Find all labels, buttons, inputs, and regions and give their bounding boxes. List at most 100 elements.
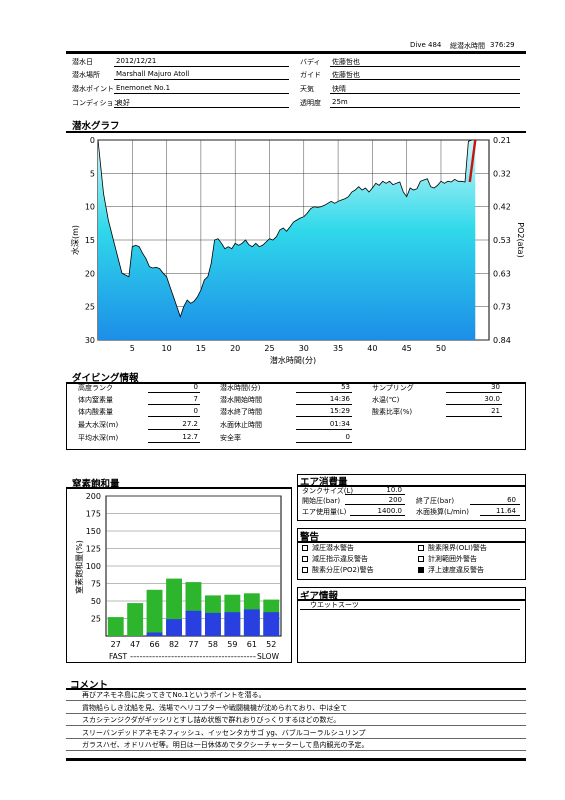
nitrogen-box xyxy=(66,487,292,663)
nitrogen-bar-secondary xyxy=(243,609,260,636)
air-rule xyxy=(297,485,526,487)
info-label: ガイド xyxy=(300,71,321,79)
start-pressure-label: 開始圧(bar) xyxy=(302,497,341,505)
diving-info-label: 潜水時間(分) xyxy=(220,384,261,392)
ascent-warning-line xyxy=(468,139,477,183)
info-underline xyxy=(330,107,520,108)
diving-info-underline xyxy=(296,392,352,393)
warning-item: 計測範囲外警告 xyxy=(418,554,477,564)
warnings-title: 警告 xyxy=(300,532,320,543)
info-value: 2012/12/21 xyxy=(116,57,157,65)
nitrogen-category: 27 xyxy=(111,640,121,649)
fast-label: FAST xyxy=(109,652,128,661)
diving-info-box xyxy=(66,382,526,450)
info-label: バディ xyxy=(300,58,321,66)
diving-info-label: 潜水終了時間 xyxy=(220,408,262,416)
total-time: 376:29 xyxy=(490,41,515,49)
warning-item: 減圧指示違反警告 xyxy=(302,554,368,564)
comment-line: 貨物船らしき沈船を見、浅場でヘリコプターや戦闘機機が沈められており、中は全て xyxy=(82,703,348,712)
slow-label: SLOW xyxy=(257,652,280,661)
tank-label: タンクサイズ(L) xyxy=(302,487,354,495)
diving-info-value: 12.7 xyxy=(182,433,198,441)
diving-info-label: サンプリング xyxy=(372,384,414,392)
comment-line: ガラスハゼ、オドリハゼ等。明日は一日休体めでタクシーチャーターして島内観光の予定… xyxy=(82,741,369,749)
diving-info-value: 21 xyxy=(491,407,500,415)
info-value: 快晴 xyxy=(332,85,346,93)
diving-info-value: 14:36 xyxy=(329,395,350,403)
y2-axis-label: PO2(ata) xyxy=(516,222,525,257)
x-tick-label: 40 xyxy=(367,344,377,353)
diving-info-label: 潜水開始時間 xyxy=(220,396,262,404)
diving-info-value: 27.2 xyxy=(182,420,198,428)
bottom-rule xyxy=(66,758,526,761)
x-tick-label: 35 xyxy=(333,344,343,353)
gear-rule xyxy=(297,599,526,601)
air-used-underline xyxy=(350,515,405,516)
diving-info-label: 体内窒素量 xyxy=(78,396,113,404)
comment-underline xyxy=(66,750,526,751)
air-title: エア消費量 xyxy=(300,477,348,488)
diving-info-label: 水面休止時間 xyxy=(220,421,262,429)
info-label: コンディション xyxy=(72,99,121,107)
gear-box xyxy=(297,587,526,663)
nitrogen-bar-secondary xyxy=(166,619,182,636)
diving-info-value: 0 xyxy=(193,407,198,415)
warning-checkbox xyxy=(302,567,308,573)
diving-info-value: 7 xyxy=(193,395,198,403)
nitrogen-category: 82 xyxy=(169,640,179,649)
diving-info-underline xyxy=(148,416,200,417)
graph-rule xyxy=(66,131,526,133)
nitrogen-category: 52 xyxy=(266,640,276,649)
x-tick-label: 45 xyxy=(402,344,412,353)
comment-underline xyxy=(66,712,526,714)
info-underline xyxy=(114,79,289,80)
diving-info-underline xyxy=(296,429,352,430)
nitrogen-y-label: 窒素飽和量(%) xyxy=(74,540,84,594)
info-label: 潜水日 xyxy=(72,58,93,66)
diving-info-underline xyxy=(148,429,200,430)
gear-title: ギア情報 xyxy=(300,591,339,602)
diving-info-value: 53 xyxy=(341,383,350,391)
nitrogen-chart: 25 50 75 100 125 150 175 200 27 47 66 82 77 58 59 61 52… xyxy=(74,492,282,661)
x-tick-label: 30 xyxy=(299,344,309,353)
nitrogen-y-tick: 50 xyxy=(91,597,101,606)
dive-profile-chart: 5 10 15 20 25 30 35 40 45 50 0 5 10 15 20 25 30 0.21 0.3… xyxy=(70,136,525,365)
y2-tick-label: 0.21 xyxy=(493,136,511,145)
gear-value: ウエットスーツ xyxy=(310,601,359,609)
nitrogen-category: 59 xyxy=(227,640,237,649)
warning-label: 浮上速度違反警告 xyxy=(428,566,484,574)
air-used-value: 1400.0 xyxy=(377,507,403,515)
surface-rate-label: 水面換算(L/min) xyxy=(416,508,469,516)
y-tick-label: 5 xyxy=(90,169,95,178)
diving-info-underline xyxy=(148,442,200,443)
fast-slow-dashes: ---------------------------------------- xyxy=(130,652,256,661)
diving-info-label: 高度ランク xyxy=(78,384,113,392)
nitrogen-y-tick: 75 xyxy=(91,580,101,589)
comment-underline xyxy=(66,725,526,726)
warning-checkbox xyxy=(302,545,308,551)
y2-tick-label: 0.73 xyxy=(493,303,511,312)
nitrogen-bar-secondary xyxy=(263,612,280,636)
y-tick-label: 30 xyxy=(85,336,95,345)
info-label: 潜水ポイント xyxy=(72,85,114,93)
depth-area xyxy=(98,140,476,340)
info-label: 天気 xyxy=(300,85,314,93)
info-value: 佐藤哲也 xyxy=(332,58,360,66)
diving-info-label: 酸素比率(%) xyxy=(372,408,413,416)
nitrogen-y-tick: 125 xyxy=(86,545,101,554)
warning-item: 酸素分圧(PO2)警告 xyxy=(302,565,374,575)
diving-info-value: 0 xyxy=(345,433,350,441)
warning-label: 酸素限界(OLI)警告 xyxy=(428,544,487,552)
diving-info-rule xyxy=(66,382,526,384)
y-axis-label: 水深(m) xyxy=(70,225,80,255)
info-underline xyxy=(114,93,289,94)
diving-info-underline xyxy=(446,392,502,393)
diving-info-underline xyxy=(148,404,200,405)
y2-tick-label: 0.32 xyxy=(493,169,511,178)
nitrogen-y-tick: 150 xyxy=(86,527,101,536)
comment-title: コメント xyxy=(70,680,109,691)
nitrogen-y-tick: 175 xyxy=(86,510,101,519)
start-pressure-value: 200 xyxy=(388,496,402,504)
x-tick-label: 10 xyxy=(162,344,172,353)
diving-info-underline xyxy=(296,416,352,417)
